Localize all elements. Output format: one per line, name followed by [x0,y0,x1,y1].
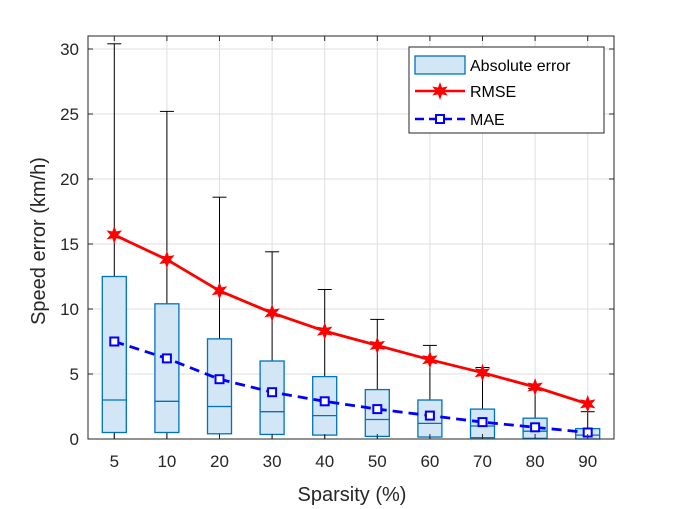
mae-point [214,374,225,385]
box-iqr [312,375,338,436]
box-30 [259,251,285,440]
legend-rmse-marker [432,82,448,100]
mae-point [161,353,172,364]
rmse-point [211,281,228,300]
mae-point [372,404,383,415]
y-tick-label: 10 [60,300,79,319]
x-tick-label: 50 [368,452,387,471]
rmse-point [579,394,596,413]
mae-line [113,340,588,434]
x-tick-label: 40 [315,452,334,471]
rmse-line [113,233,589,406]
y-tick-label: 15 [60,235,79,254]
x-tick-label: 20 [210,452,229,471]
legend-label-rmse: RMSE [470,84,516,101]
rmse-point [527,378,543,396]
box-10 [154,110,180,440]
legend-box-swatch [414,55,466,75]
rmse-point [316,322,333,341]
mae-point [319,396,330,407]
x-tick-label: 90 [578,452,597,471]
rmse-point [159,250,175,269]
mae-point [109,336,120,347]
legend-star-shape [432,82,448,100]
x-tick-label: 30 [263,452,282,471]
legend-label-mae: MAE [470,112,505,129]
box-iqr [206,338,233,435]
y-tick-label: 0 [70,430,79,449]
y-axis-title: Speed error (km/h) [28,157,50,325]
rmse-point [474,363,491,382]
x-tick-label: 5 [110,452,119,471]
y-tick-label: 20 [60,170,79,189]
legend: Absolute error RMSE MAE [408,46,605,134]
box-5 [101,43,127,440]
mae-point [530,422,541,433]
y-tick-label: 5 [70,365,79,384]
x-tick-label: 80 [526,452,545,471]
axes-frame [87,35,615,440]
x-tick-label: 70 [473,452,492,471]
box-40 [312,289,338,440]
mae-point [267,387,278,398]
rmse-point [369,336,386,355]
legend-mae-marker [435,114,445,124]
x-axis-title: Sparsity (%) [298,484,407,506]
mae-point [477,417,488,428]
rmse-point [264,303,280,322]
x-tick-label: 10 [157,452,176,471]
y-tick-label: 25 [60,105,79,124]
rmse-point [106,225,123,244]
y-tick-label: 30 [60,40,79,59]
x-tick-label: 60 [420,452,439,471]
legend-label-absolute-error: Absolute error [470,58,571,75]
box-iqr [154,303,180,434]
box-iqr [259,360,285,436]
mae-point [424,410,435,421]
box-20 [206,196,233,440]
box-iqr [101,275,127,434]
rmse-point [422,350,438,369]
